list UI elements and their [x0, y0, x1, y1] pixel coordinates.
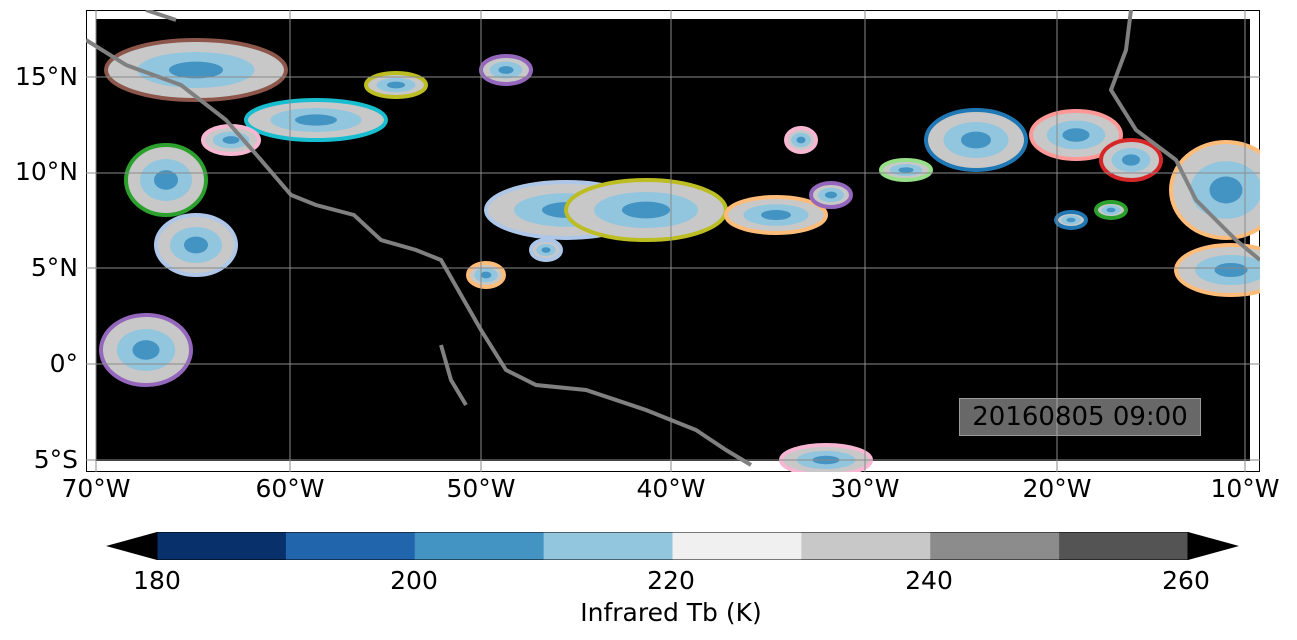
lat-label-15n: 15°N [14, 62, 78, 91]
colorbar-outline [156, 532, 1189, 560]
lon-label-40w: 40°W [636, 474, 706, 503]
cloud-cluster-18-core [825, 191, 837, 199]
cloud-cluster-16-core [480, 271, 492, 279]
lon-label-30w: 30°W [830, 474, 900, 503]
cloud-cluster-10-core [761, 209, 791, 221]
cloud-cluster-11-core [961, 131, 991, 149]
colorbar-bin-0 [157, 532, 287, 560]
lon-label-70w: 70°W [61, 474, 131, 503]
map-plot [86, 10, 1260, 472]
colorbar-max-extension [1188, 532, 1239, 560]
lon-label-20w: 20°W [1022, 474, 1092, 503]
colorbar-bin-6 [930, 532, 1060, 560]
colorbar-title: Infrared Tb (K) [580, 598, 762, 627]
cloud-cluster-21-core [1122, 154, 1140, 166]
lon-label-10w: 10°W [1210, 474, 1280, 503]
cloud-cluster-9-core [622, 201, 670, 219]
colorbar-tick-200: 200 [390, 566, 438, 595]
colorbar-bin-5 [801, 532, 931, 560]
cloud-cluster-14-core [1214, 263, 1248, 277]
timestamp-label: 20160805 09:00 [959, 398, 1201, 436]
cloud-features [99, 38, 1260, 472]
colorbar-bin-4 [672, 532, 802, 560]
cloud-cluster-3-core [184, 236, 208, 254]
colorbar-tick-240: 240 [905, 566, 953, 595]
lat-label-10n: 10°N [14, 157, 78, 186]
cloud-cluster-1-core [295, 114, 337, 126]
lat-label-5s: 5°S [33, 445, 78, 474]
lat-label-0: 0° [49, 349, 78, 378]
cloud-cluster-19-core [796, 136, 806, 144]
lon-label-50w: 50°W [446, 474, 516, 503]
cloud-cluster-23-core [1106, 207, 1116, 213]
gridlines [86, 10, 1260, 472]
cloud-cluster-13-core [1209, 176, 1243, 204]
cloud-cluster-4-core [132, 340, 160, 360]
colorbar-tick-220: 220 [647, 566, 695, 595]
cloud-cluster-20-core [898, 167, 914, 173]
colorbar-tick-260: 260 [1162, 566, 1210, 595]
colorbar [106, 532, 1239, 560]
cloud-cluster-17-core [541, 247, 551, 253]
cloud-cluster-0-core [169, 61, 223, 79]
lat-label-5n: 5°N [30, 253, 78, 282]
coastline [86, 10, 1260, 467]
cloud-cluster-5-core [387, 81, 405, 89]
cloud-cluster-2-core [154, 170, 178, 190]
colorbar-bin-7 [1059, 532, 1189, 560]
cloud-cluster-7-core [222, 136, 240, 144]
cloud-cluster-22-core [1066, 217, 1076, 223]
colorbar-bin-1 [285, 532, 416, 560]
colorbar-bin-3 [543, 532, 673, 560]
colorbar-tick-180: 180 [133, 566, 181, 595]
cloud-cluster-12-core [1062, 128, 1090, 142]
lon-label-60w: 60°W [255, 474, 325, 503]
colorbar-bin-2 [414, 532, 545, 560]
cloud-cluster-6-core [498, 66, 514, 74]
colorbar-min-extension [106, 532, 157, 560]
